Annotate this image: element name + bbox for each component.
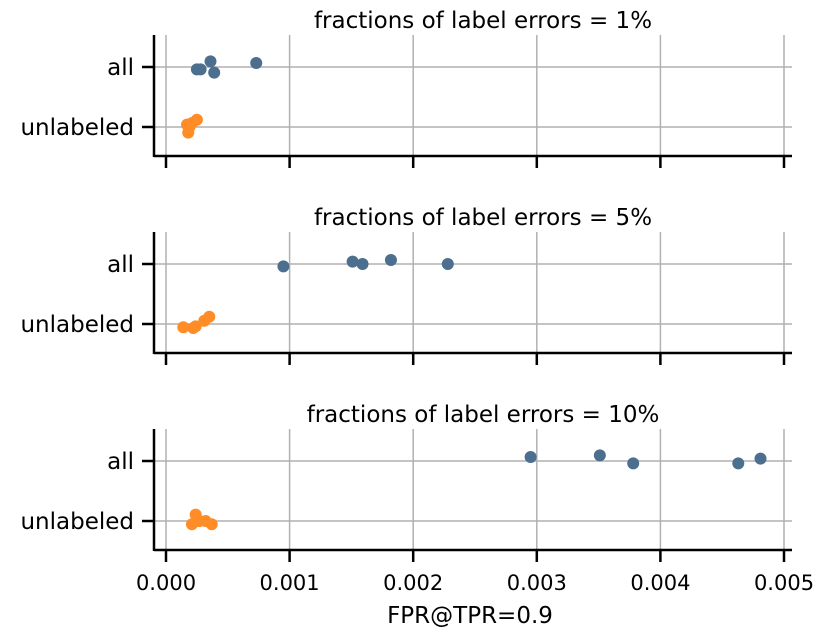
data-point-all — [627, 457, 640, 470]
data-point-unlabeled — [189, 320, 202, 333]
data-point-all — [204, 55, 217, 68]
data-point-all — [194, 63, 207, 76]
y-tick-label: all — [107, 449, 134, 475]
y-tick-label: all — [107, 55, 134, 81]
x-tick-label: 0.001 — [260, 571, 320, 595]
data-point-all — [441, 258, 454, 270]
data-point-unlabeled — [190, 113, 203, 126]
data-point-all — [384, 254, 397, 266]
y-tick-label: unlabeled — [20, 115, 134, 141]
data-point-unlabeled — [205, 518, 218, 531]
data-point-all — [277, 260, 290, 273]
y-tick-label: unlabeled — [20, 312, 134, 338]
panel-title: fractions of label errors = 10% — [307, 402, 660, 428]
x-tick-label: 0.004 — [630, 571, 690, 595]
chart-panel-10pct: fractions of label errors = 10% all unlab… — [20, 402, 814, 595]
y-tick-label: all — [107, 252, 134, 278]
x-tick-label: 0.005 — [754, 571, 814, 595]
data-point-all — [732, 457, 745, 470]
data-point-all — [754, 452, 767, 465]
data-point-all — [356, 258, 369, 270]
data-point-all — [346, 255, 359, 268]
data-point-all — [250, 57, 263, 69]
x-axis-label: FPR@TPR=0.9 — [387, 603, 553, 629]
data-point-all — [593, 449, 606, 462]
data-point-all — [524, 451, 537, 463]
chart-panel-1pct: fractions of label errors = 1% all unlabe… — [20, 8, 792, 168]
data-point-all — [208, 66, 221, 79]
x-tick-label: 0.002 — [383, 571, 443, 595]
panel-title: fractions of label errors = 5% — [314, 205, 652, 231]
y-tick-label: unlabeled — [20, 509, 134, 535]
data-point-unlabeled — [203, 310, 216, 323]
panel-title: fractions of label errors = 1% — [314, 8, 652, 34]
chart-panel-5pct: fractions of label errors = 5% all unlabe… — [20, 205, 792, 365]
x-tick-label: 0.003 — [507, 571, 567, 595]
data-point-unlabeled — [177, 321, 190, 334]
x-tick-label: 0.000 — [136, 571, 196, 595]
